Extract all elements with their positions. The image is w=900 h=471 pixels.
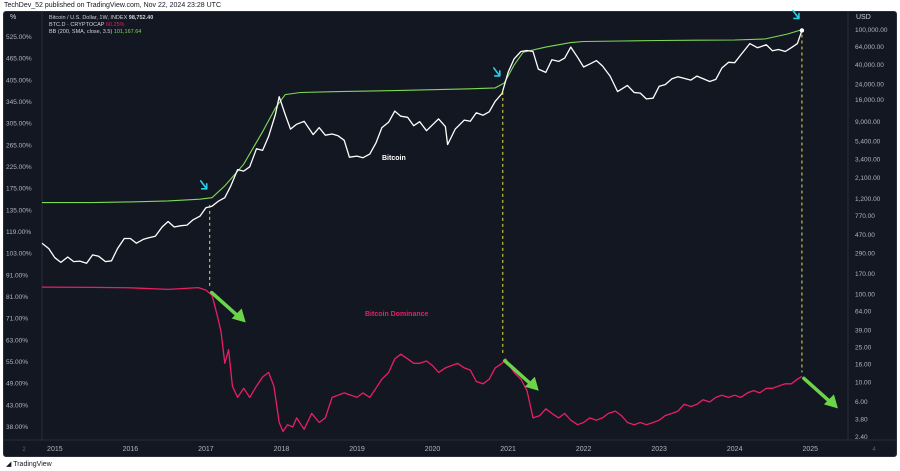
x-tick-label: 2016 [123,446,139,453]
series-layer [41,28,805,433]
right-tick-label: 3,400.00 [855,156,881,163]
left-tick-label: 43.00% [6,402,28,409]
right-tick-label: 24,000.00 [855,82,884,89]
legend-btcd-value: 60.25% [105,22,125,28]
right-axis: 100,000.00 64,000.00 40,000.00 24,000.00 16,… [855,27,888,441]
right-tick-label: 25.00 [855,344,872,351]
left-tick-label: 175.00% [6,186,32,193]
left-tick-label: 465.00% [6,56,32,63]
left-tick-label: 225.00% [6,164,32,171]
left-tick-label: 135.00% [6,207,32,214]
signal-arrow-icon [199,180,208,190]
grid [4,12,896,441]
signal-arrow-icon [792,9,800,20]
legend-btc-value: 98,752.40 [128,15,154,21]
x-tick-label: 2021 [500,446,516,453]
right-tick-label: 2,100.00 [855,175,881,182]
legend-row-btc: Bitcoin / U.S. Dollar, 1W, INDEX 98,752.… [49,15,153,22]
publisher-text: TechDev_52 published on TradingView.com,… [4,2,222,9]
right-tick-label: 3.80 [855,416,868,423]
legend-row-btcd: BTC.D · CRYPTOCAP 60.25% [49,22,153,29]
left-tick-label: 525.00% [6,34,32,41]
x-extra-right: 4 [872,447,876,453]
left-tick-label: 81.00% [6,294,28,301]
btc-line [41,30,803,264]
down-arrow-shaft [209,290,242,320]
x-tick-label: 2018 [274,446,290,453]
down-arrow-icon [524,376,539,391]
left-tick-label: 49.00% [6,381,28,388]
left-tick-label: 305.00% [6,121,32,128]
footer-bar: ◢ TradingView [0,457,900,471]
x-tick-label: 2025 [802,446,818,453]
legend-bb-value: 101,167.64 [113,29,142,35]
right-tick-label: 16.00 [855,361,872,368]
right-tick-label: 470.00 [855,232,875,239]
down-arrow-shaft [503,359,535,388]
x-axis: 2015 2016 2017 2018 2019 2020 2021 2022 2023 2024… [22,446,876,453]
tradingview-logo: ◢ TradingView [6,461,52,468]
x-tick-label: 2024 [727,446,743,453]
dominance-annotation: Bitcoin Dominance [365,311,429,318]
left-tick-label: 265.00% [6,142,32,149]
left-tick-label: 38.00% [6,424,28,431]
right-axis-label: USD [856,14,871,21]
legend-bb-label: BB (200, SMA, close, 3.5) [49,29,113,35]
x-tick-label: 2017 [198,446,214,453]
down-arrow-icon [231,308,246,323]
right-tick-label: 40,000.00 [855,62,884,69]
right-tick-label: 16,000.00 [855,97,884,104]
dominance-line [41,286,803,433]
right-tick-label: 64.00 [855,308,872,315]
right-tick-label: 6.00 [855,399,868,406]
left-axis: 525.00% 465.00% 405.00% 345.00% 305.00% 265.0… [6,34,32,431]
chart-frame [3,11,897,457]
right-tick-label: 9,000.00 [855,119,881,126]
chart-legend: Bitcoin / U.S. Dollar, 1W, INDEX 98,752.… [49,15,153,36]
right-tick-label: 100.00 [855,291,875,298]
legend-row-bb: BB (200, SMA, close, 3.5) 101,167.64 [49,29,153,36]
publisher-bar: TechDev_52 published on TradingView.com,… [0,0,900,11]
x-tick-label: 2022 [576,446,592,453]
annotations-layer: Bitcoin Bitcoin Dominance [199,9,838,409]
left-tick-label: 119.00% [6,229,31,236]
right-tick-label: 10.00 [855,379,872,386]
right-tick-label: 2.40 [855,434,868,441]
left-axis-label: % [10,14,17,21]
right-tick-label: 5,400.00 [855,139,881,146]
down-arrow-shaft [802,376,834,406]
right-tick-label: 1,200.00 [855,196,881,203]
right-tick-label: 290.00 [855,251,875,258]
left-tick-label: 91.00% [6,272,28,279]
right-tick-label: 170.00 [855,271,875,278]
btc-annotation: Bitcoin [382,155,406,162]
down-arrow-icon [823,394,838,409]
x-tick-label: 2020 [425,446,441,453]
right-tick-label: 39.00 [855,327,872,334]
left-tick-label: 345.00% [6,99,32,106]
x-tick-label: 2023 [651,446,667,453]
left-tick-label: 103.00% [6,251,32,258]
legend-btc-label: Bitcoin / U.S. Dollar, 1W, INDEX [49,15,128,21]
legend-btcd-label: BTC.D · CRYPTOCAP [49,22,105,28]
btc-last-point [799,28,805,33]
left-tick-label: 405.00% [6,77,32,84]
right-tick-label: 64,000.00 [855,44,884,51]
brand-text: TradingView [13,461,52,468]
left-tick-label: 55.00% [6,359,28,366]
right-tick-label: 770.00 [855,213,875,220]
x-tick-label: 2019 [349,446,365,453]
left-tick-label: 71.00% [6,316,28,323]
x-extra-left: 2 [22,447,26,453]
left-tick-label: 63.00% [6,337,28,344]
signal-arrow-icon [492,67,501,77]
x-tick-label: 2015 [47,446,63,453]
right-tick-label: 100,000.00 [855,27,888,34]
bb-upper-line [42,29,803,204]
